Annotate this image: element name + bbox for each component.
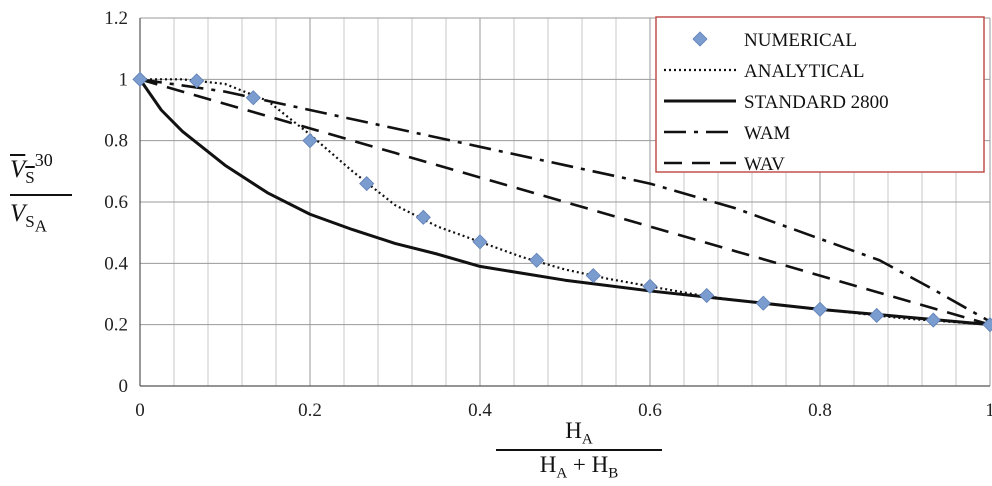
- numerical-point: [359, 176, 375, 192]
- legend-label: NUMERICAL: [744, 30, 857, 51]
- numerical-point: [529, 252, 545, 268]
- numerical-point: [415, 209, 431, 225]
- tick-labels: 0 0.2 0.4 0.6 0.8 1 1.2 0 0.2 0.4 0.6 0.8 1: [104, 8, 992, 421]
- series-layer: [132, 71, 992, 333]
- y-tick-label: 1: [119, 69, 129, 90]
- x-tick-label: 0.8: [808, 400, 832, 421]
- numerical-point: [132, 71, 148, 87]
- y-tick-label: 0.6: [104, 192, 128, 213]
- numerical-point: [982, 317, 992, 333]
- numerical-point: [925, 312, 941, 328]
- legend: NUMERICAL ANALYTICAL STANDARD 2800 WAM WAV: [655, 16, 985, 175]
- grid-lines: [139, 17, 991, 387]
- y-tick-label: 1.2: [104, 8, 128, 29]
- numerical-point: [699, 287, 715, 304]
- numerical-point: [245, 90, 261, 106]
- numerical-point: [812, 301, 828, 317]
- y-axis-label: VS30 VSA: [4, 150, 96, 272]
- numerical-point: [869, 307, 885, 324]
- x-tick-label: 0.6: [638, 400, 662, 421]
- series-line: [139, 78, 991, 326]
- y-tick-label: 0.4: [104, 253, 128, 274]
- x-tick-label: 0: [135, 400, 145, 421]
- series-line: [139, 78, 991, 323]
- numerical-point: [755, 295, 771, 311]
- legend-marker: [692, 31, 708, 47]
- numerical-point: [302, 133, 318, 149]
- y-tick-label: 0.8: [104, 131, 128, 152]
- numerical-point: [585, 268, 601, 284]
- numerical-point: [642, 278, 658, 294]
- legend-label: WAM: [744, 123, 791, 144]
- x-tick-label: 0.4: [468, 400, 492, 421]
- y-tick-label: 0.2: [104, 315, 128, 336]
- numerical-point: [472, 234, 488, 250]
- series-line: [138, 78, 991, 327]
- legend-box: [655, 16, 985, 173]
- x-tick-label: 0.2: [298, 400, 322, 421]
- y-tick-label: 0: [119, 376, 129, 397]
- legend-label: WAV: [744, 154, 785, 175]
- numerical-point: [189, 73, 205, 89]
- x-tick-label: 1: [985, 400, 992, 421]
- legend-label: ANALYTICAL: [744, 61, 865, 82]
- legend-label: STANDARD 2800: [744, 92, 889, 113]
- x-axis-label: HA HA + HB: [490, 418, 668, 486]
